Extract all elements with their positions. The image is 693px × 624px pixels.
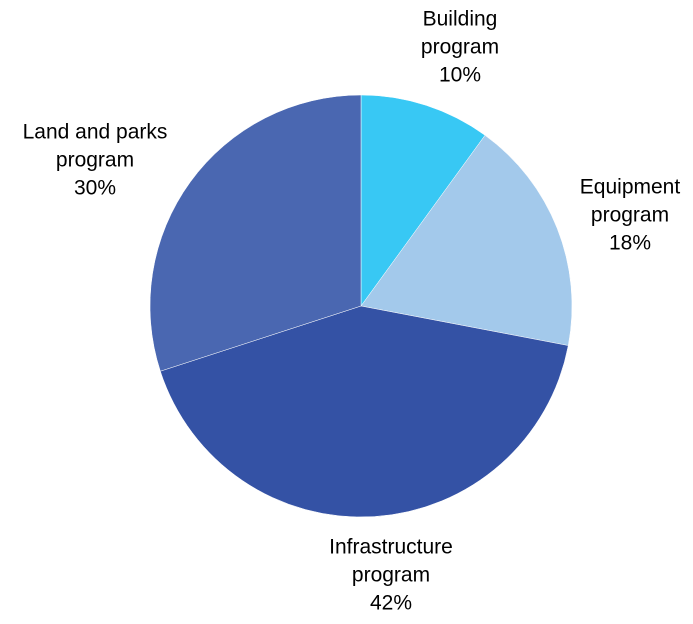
slice-name-label: program — [352, 564, 430, 587]
slice-name-label: Infrastructure — [329, 536, 453, 559]
slice-percent-label: 10% — [439, 64, 481, 87]
slice-percent-label: 30% — [74, 177, 116, 200]
slice-label-land-and-parks-program: Land and parks program 30% — [23, 121, 168, 200]
slice-percent-label: 18% — [609, 232, 651, 255]
slice-name-label: program — [591, 204, 669, 227]
pie-slice-equipment-program — [360, 134, 573, 346]
pie-slice-land-and-parks-program — [149, 94, 362, 372]
slice-name-label: Equipment — [580, 176, 681, 199]
slice-label-equipment-program: Equipment program 18% — [580, 176, 681, 255]
pie-labels: Building program 10% Equipment program 18% Inf… — [23, 8, 681, 615]
slice-name-label: program — [56, 149, 134, 172]
slice-label-building-program: Building program 10% — [421, 8, 499, 87]
slice-name-label: Building — [423, 8, 498, 31]
slice-name-label: Land and parks — [23, 121, 168, 144]
pie-slice-infrastructure-program — [160, 305, 569, 518]
slice-percent-label: 42% — [370, 592, 412, 615]
slice-name-label: program — [421, 36, 499, 59]
pie-slices — [149, 94, 573, 518]
slice-label-infrastructure-program: Infrastructure program 42% — [329, 536, 453, 615]
pie-slice-building-program — [360, 94, 486, 307]
